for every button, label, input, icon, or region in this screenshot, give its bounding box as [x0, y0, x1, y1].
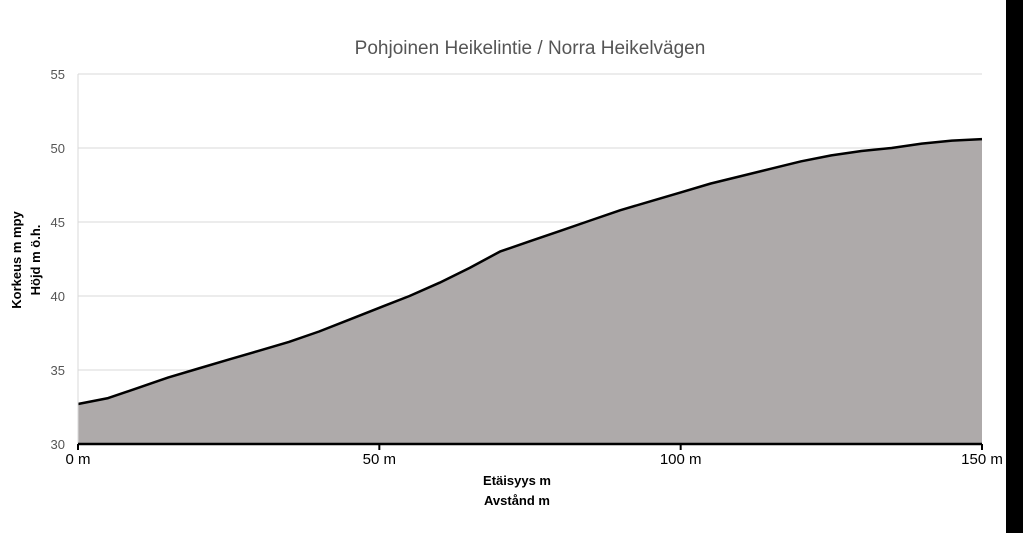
y-tick-label-55: 55	[51, 67, 65, 82]
x-axis-label-line2: Avstånd m	[484, 493, 550, 508]
x-tick-label-0: 0 m	[65, 451, 90, 468]
x-tick-labels: 0 m 50 m 100 m 150 m	[65, 444, 1003, 468]
y-axis-label-line2: Höjd m ö.h.	[28, 225, 43, 296]
x-tick-label-50: 50 m	[363, 451, 396, 468]
x-tick-label-150: 150 m	[961, 451, 1003, 468]
elevation-line	[77, 137, 983, 406]
elevation-area	[78, 139, 982, 444]
chart-title: Pohjoinen Heikelintie / Norra Heikelväge…	[355, 38, 706, 59]
y-tick-label-40: 40	[51, 289, 65, 304]
y-tick-labels: 30 35 40 45 50 55	[51, 67, 65, 452]
x-axis-label-line1: Etäisyys m	[483, 473, 551, 488]
y-axis-label-line1: Korkeus m mpy	[9, 210, 24, 308]
y-tick-label-50: 50	[51, 141, 65, 156]
y-tick-label-35: 35	[51, 363, 65, 378]
y-tick-label-30: 30	[51, 437, 65, 452]
y-tick-label-45: 45	[51, 215, 65, 230]
x-tick-label-100: 100 m	[660, 451, 702, 468]
